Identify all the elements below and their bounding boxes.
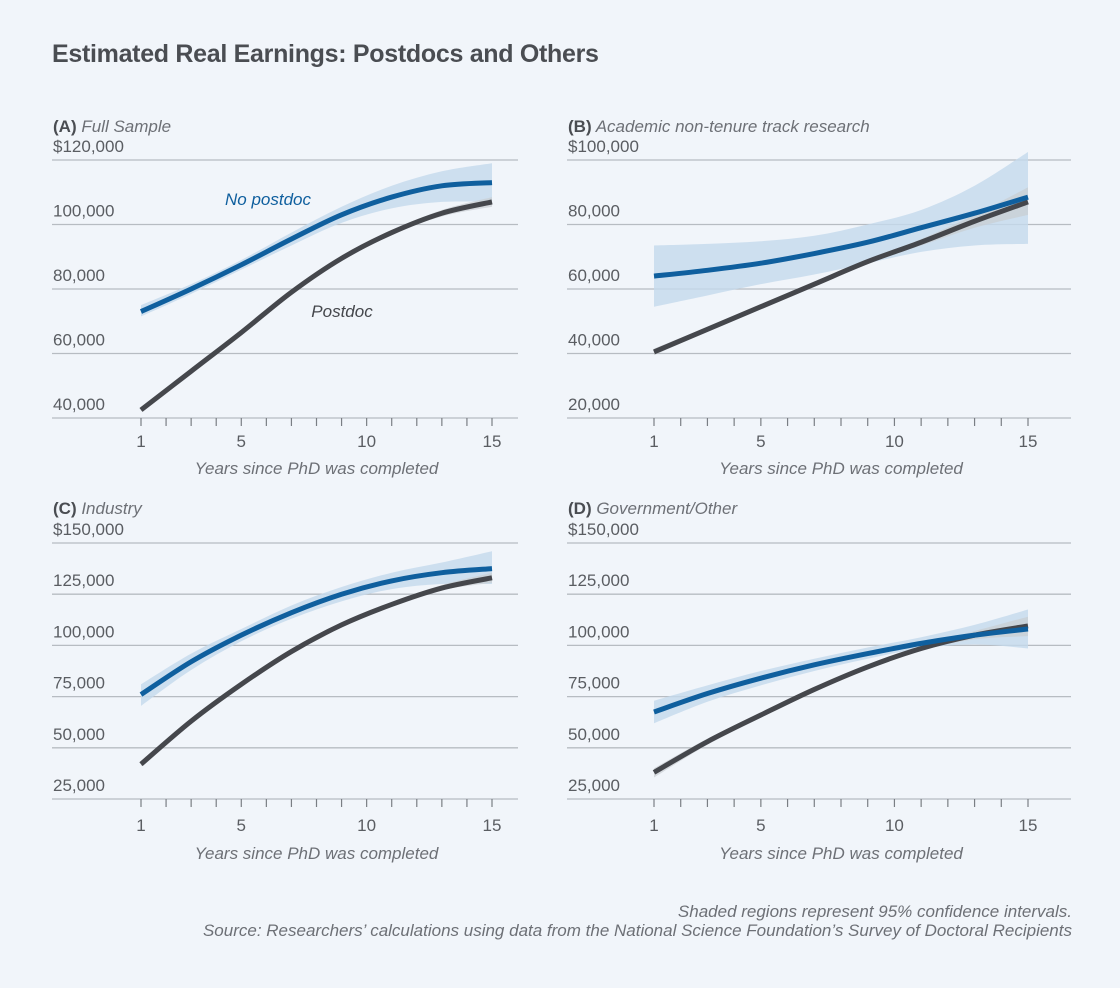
ci-band-no-postdoc — [141, 163, 492, 317]
x-tick-label: 15 — [483, 432, 502, 451]
x-tick-label: 5 — [756, 432, 765, 451]
chart-panel-c: (C) Industry 25,000 50,000 75,000 100,000 125… — [52, 499, 518, 863]
y-tick-label: 40,000 — [53, 395, 105, 414]
x-tick-label: 1 — [136, 816, 145, 835]
panel-title: Government/Other — [592, 499, 739, 518]
y-tick-label: 25,000 — [568, 776, 620, 795]
x-tick-label: 5 — [756, 816, 765, 835]
y-tick-label: $150,000 — [53, 520, 124, 539]
y-tick-label: 80,000 — [53, 266, 105, 285]
chart-panel-d: (D) Government/Other 25,000 50,000 75,000 10… — [567, 499, 1071, 863]
y-tick-label: 60,000 — [568, 266, 620, 285]
y-tick-label: $100,000 — [568, 137, 639, 156]
x-tick-label: 1 — [649, 432, 658, 451]
panel-label: (B) Academic non-tenure track research — [568, 117, 870, 136]
line-no-postdoc — [653, 194, 1029, 279]
line-no-postdoc — [139, 566, 493, 697]
y-tick-label: 75,000 — [53, 674, 105, 693]
x-axis-label: Years since PhD was completed — [719, 459, 963, 478]
x-tick-label: 15 — [1019, 432, 1038, 451]
y-tick-label: 100,000 — [53, 622, 114, 641]
ci-band-no-postdoc — [141, 551, 492, 706]
x-axis-label: Years since PhD was completed — [719, 844, 963, 863]
y-tick-label: 125,000 — [53, 571, 114, 590]
line-no-postdoc — [139, 180, 493, 314]
panel-label: (D) Government/Other — [568, 499, 738, 518]
panel-label: (C) Industry — [53, 499, 143, 518]
ci-band-no-postdoc — [654, 151, 1028, 307]
panel-letter: (C) — [53, 499, 77, 518]
ci-band-no-postdoc — [654, 609, 1028, 724]
x-axis-label: Years since PhD was completed — [195, 459, 439, 478]
chart-panel-a: (A) Full Sample 40,000 60,000 80,000 100,000… — [52, 117, 518, 478]
panel-title: Full Sample — [77, 117, 171, 136]
y-tick-label: $120,000 — [53, 137, 124, 156]
chart-title: Estimated Real Earnings: Postdocs and Ot… — [52, 40, 599, 68]
panel-title: Academic non-tenure track research — [592, 117, 870, 136]
x-tick-label: 5 — [237, 432, 246, 451]
x-tick-label: 1 — [649, 816, 658, 835]
y-tick-label: 100,000 — [53, 202, 114, 221]
y-tick-label: 40,000 — [568, 331, 620, 350]
y-tick-label: 75,000 — [568, 674, 620, 693]
y-tick-label: $150,000 — [568, 520, 639, 539]
panel-letter: (A) — [53, 117, 77, 136]
x-tick-label: 10 — [885, 816, 904, 835]
x-axis-label: Years since PhD was completed — [195, 844, 439, 863]
x-tick-label: 15 — [483, 816, 502, 835]
y-tick-label: 50,000 — [568, 725, 620, 744]
footnote-source: Source: Researchers’ calculations using … — [202, 921, 1072, 940]
panel-title: Industry — [77, 499, 144, 518]
y-tick-label: 125,000 — [568, 571, 629, 590]
x-tick-label: 1 — [136, 432, 145, 451]
line-postdoc — [139, 199, 493, 412]
y-tick-label: 100,000 — [568, 622, 629, 641]
x-tick-label: 5 — [237, 816, 246, 835]
x-tick-label: 10 — [885, 432, 904, 451]
y-tick-label: 80,000 — [568, 202, 620, 221]
y-tick-label: 20,000 — [568, 395, 620, 414]
panel-letter: (D) — [568, 499, 592, 518]
x-tick-label: 10 — [357, 432, 376, 451]
panel-letter: (B) — [568, 117, 592, 136]
panel-label: (A) Full Sample — [53, 117, 171, 136]
y-tick-label: 25,000 — [53, 776, 105, 795]
line-postdoc — [653, 199, 1029, 355]
annotation-no-postdoc: No postdoc — [225, 190, 311, 209]
chart-panel-b: (B) Academic non-tenure track research 20… — [567, 117, 1071, 478]
y-tick-label: 60,000 — [53, 331, 105, 350]
x-tick-label: 10 — [357, 816, 376, 835]
annotation-postdoc: Postdoc — [311, 302, 373, 321]
y-tick-label: 50,000 — [53, 725, 105, 744]
footnote-ci: Shaded regions represent 95% confidence … — [677, 902, 1072, 921]
line-no-postdoc — [653, 626, 1029, 715]
x-tick-label: 15 — [1019, 816, 1038, 835]
line-postdoc — [139, 575, 493, 767]
